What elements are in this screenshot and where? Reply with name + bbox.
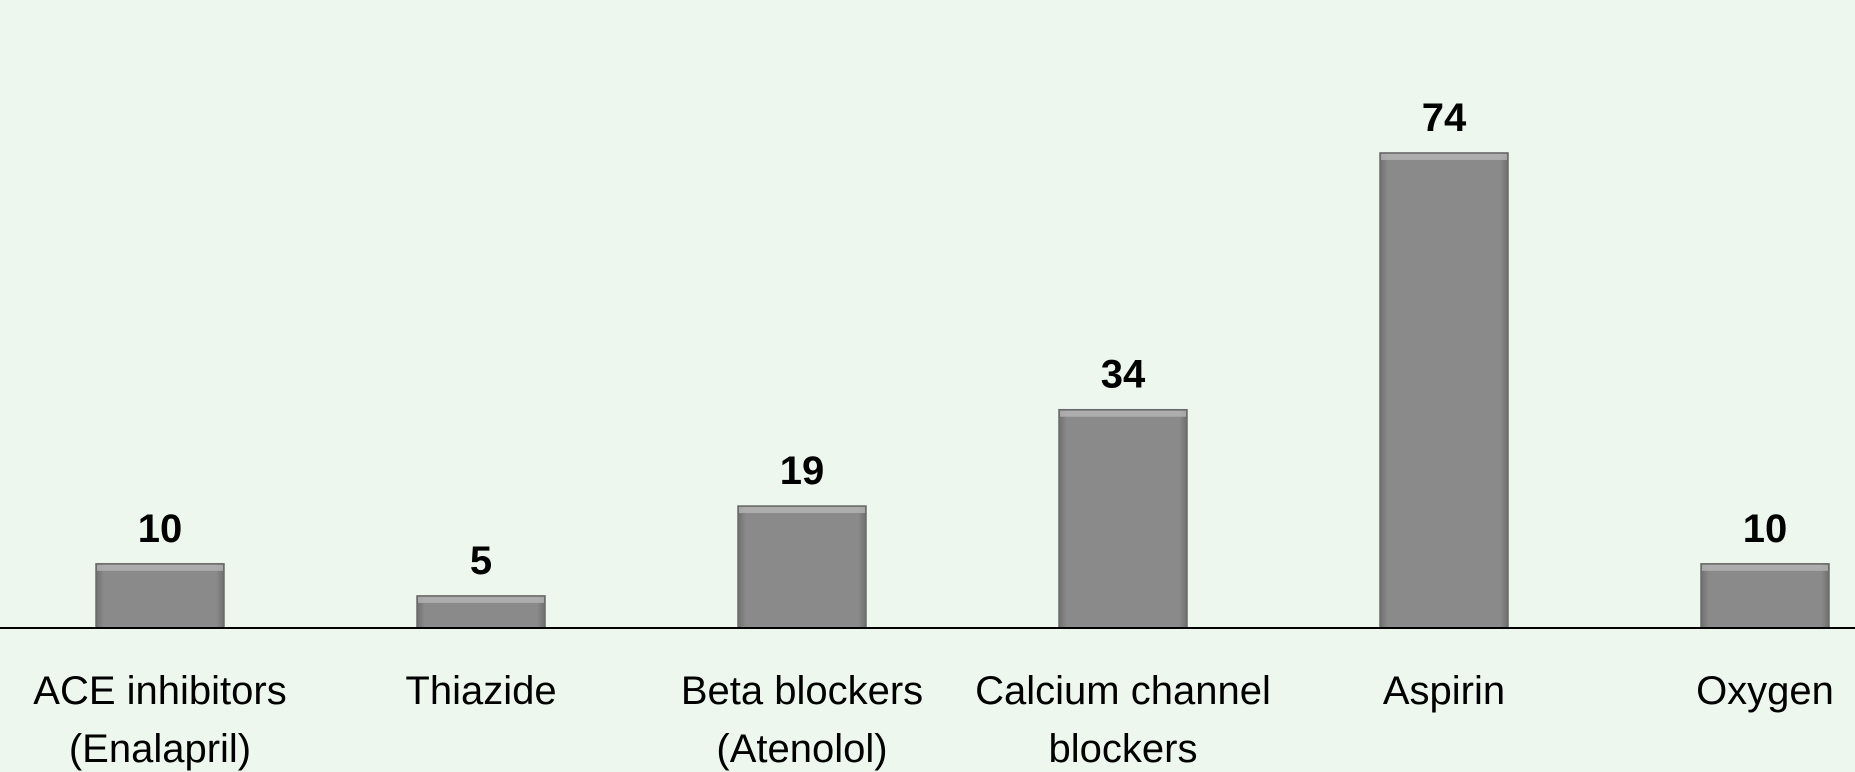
x-tick-label: Beta blockers (Atenolol) xyxy=(681,669,923,771)
bar-bevel xyxy=(1381,153,1507,160)
value-label: 5 xyxy=(470,539,492,583)
bar-bevel xyxy=(739,507,865,514)
x-tick-label: Oxygen xyxy=(1696,669,1834,713)
bar-bevel xyxy=(418,596,544,603)
bar-bevel xyxy=(97,564,223,571)
value-label: 10 xyxy=(138,507,183,551)
x-tick-label: Thiazide xyxy=(405,669,556,713)
x-tick-label: Calcium channel blockers xyxy=(975,669,1271,771)
bar xyxy=(1379,152,1509,629)
bar-bevel xyxy=(1060,410,1186,417)
bar-bevel xyxy=(1702,564,1828,571)
value-label: 74 xyxy=(1422,96,1467,140)
bar xyxy=(1700,563,1830,629)
x-tick-label: Aspirin xyxy=(1383,669,1505,713)
value-label: 34 xyxy=(1101,353,1146,397)
value-label: 19 xyxy=(780,449,825,493)
value-label: 10 xyxy=(1743,507,1788,551)
bar xyxy=(737,505,867,629)
bar xyxy=(1058,408,1188,629)
bar xyxy=(95,563,225,629)
x-tick-label: ACE inhibitors (Enalapril) xyxy=(33,669,286,771)
